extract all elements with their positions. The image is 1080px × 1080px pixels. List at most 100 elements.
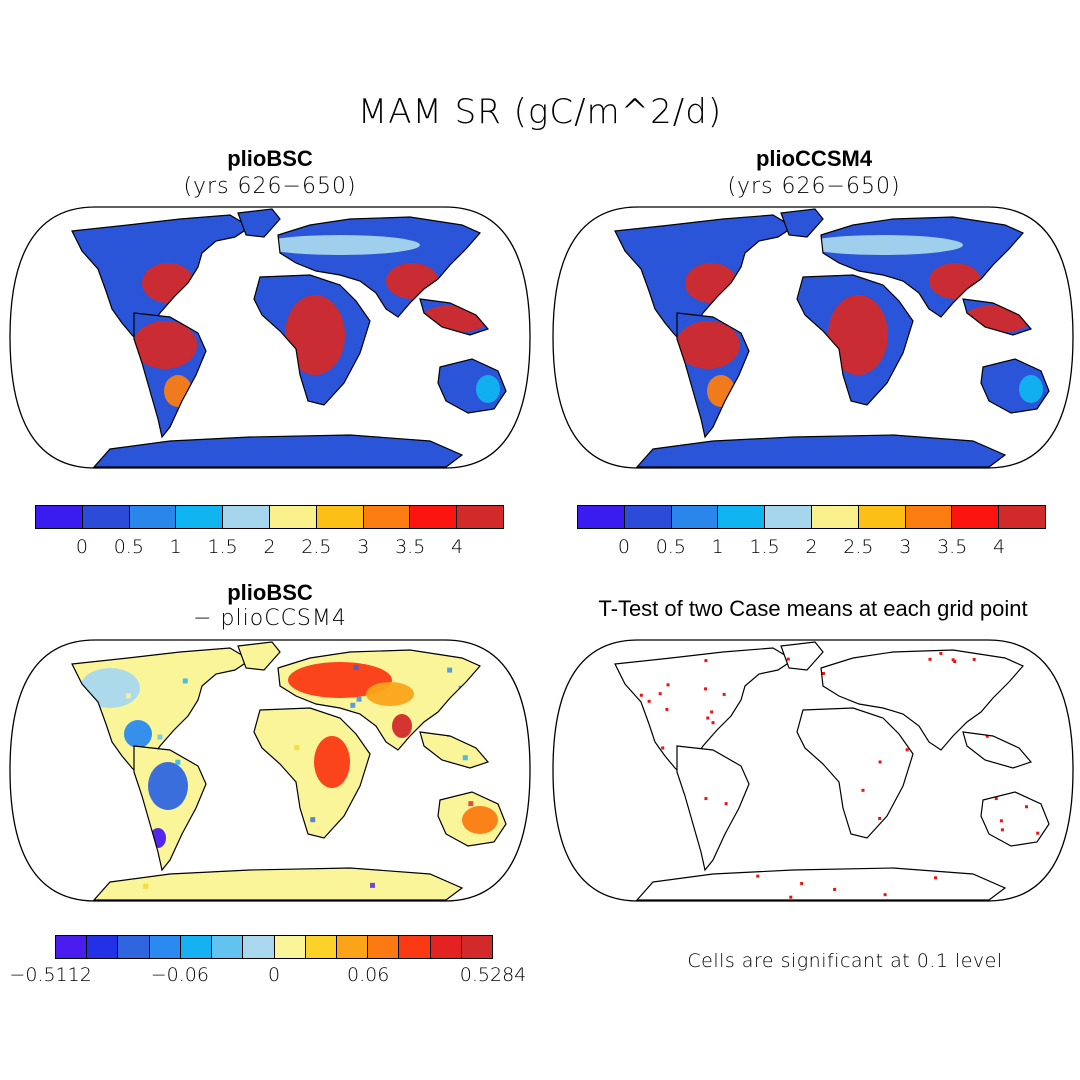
significant-cell bbox=[1073, 724, 1076, 727]
significant-cell bbox=[1053, 892, 1056, 895]
coastline bbox=[635, 867, 1007, 901]
grid-cell bbox=[462, 755, 468, 761]
significant-cell bbox=[1060, 873, 1063, 876]
significant-cell bbox=[878, 760, 882, 764]
continent-antarctica bbox=[94, 868, 462, 900]
continent-africa bbox=[797, 708, 913, 838]
value-region bbox=[366, 682, 414, 706]
significant-cell bbox=[1067, 882, 1070, 885]
significant-cell bbox=[756, 874, 760, 878]
continent-southeastAsia bbox=[420, 732, 488, 768]
colorbar-box-5 bbox=[269, 506, 317, 528]
significant-cell bbox=[1065, 851, 1068, 854]
colorbar-panel-3-labels: −0.5112 −0.06 0 0.06 0.5284 bbox=[9, 964, 526, 988]
significant-cell bbox=[1058, 662, 1061, 665]
grid-cell bbox=[350, 702, 356, 708]
colorbar-tick-label: 0.5 bbox=[113, 536, 144, 558]
colorbar-panel-1 bbox=[35, 505, 504, 529]
colorbar-box-8 bbox=[305, 936, 337, 958]
colorbar-tick-label: 1.5 bbox=[207, 536, 238, 558]
coastline bbox=[820, 216, 1024, 318]
significant-cell bbox=[704, 687, 708, 691]
coastline bbox=[92, 867, 464, 901]
significant-cell bbox=[1071, 691, 1074, 694]
map-panel-1 bbox=[9, 206, 531, 469]
coastline bbox=[820, 649, 1024, 751]
coastline bbox=[437, 791, 507, 847]
map-outline bbox=[9, 639, 531, 902]
colorbar-box-5 bbox=[811, 506, 859, 528]
grid-cell bbox=[505, 648, 510, 653]
value-region bbox=[314, 736, 350, 788]
coastline bbox=[71, 647, 252, 775]
significant-cell bbox=[1066, 687, 1069, 690]
grid-cell bbox=[509, 645, 514, 650]
grid-cell bbox=[16, 890, 21, 895]
significant-cell bbox=[1036, 831, 1040, 835]
coastline bbox=[796, 707, 914, 839]
grid-cell bbox=[50, 902, 55, 907]
colorbar-box-2 bbox=[129, 506, 177, 528]
colorbar-box-13 bbox=[461, 936, 493, 958]
continent-antarctica bbox=[637, 868, 1005, 900]
grid-cell bbox=[125, 693, 131, 699]
significant-cell bbox=[789, 895, 793, 899]
colorbar-tick-label: 2.5 bbox=[301, 536, 332, 558]
significant-cell bbox=[878, 816, 882, 820]
colorbar-tick-label: 2 bbox=[805, 536, 818, 558]
continent-australia bbox=[981, 792, 1049, 846]
significant-cell bbox=[556, 682, 559, 685]
colorbar-box-6 bbox=[858, 506, 906, 528]
colorbar-box-1 bbox=[87, 936, 119, 958]
coastline bbox=[277, 216, 481, 318]
map-land bbox=[10, 640, 532, 907]
colorbar-box-7 bbox=[274, 936, 306, 958]
grid-cell bbox=[527, 689, 532, 694]
colorbar-box-4 bbox=[180, 936, 213, 958]
significant-cell bbox=[711, 721, 715, 725]
significant-cell bbox=[994, 797, 998, 801]
map-land bbox=[553, 639, 1076, 901]
grid-cell bbox=[506, 657, 511, 662]
colorbar-tick-label: 0 bbox=[267, 964, 281, 986]
colorbar-box-7 bbox=[905, 506, 953, 528]
significant-cell bbox=[558, 845, 561, 848]
grid-cell bbox=[142, 800, 148, 806]
significant-cell bbox=[951, 658, 955, 662]
value-region bbox=[148, 762, 188, 810]
value-region bbox=[476, 375, 500, 403]
significant-cell bbox=[603, 639, 606, 642]
colorbar-box-6 bbox=[316, 506, 364, 528]
significant-cell bbox=[800, 881, 804, 885]
value-region bbox=[462, 806, 498, 834]
colorbar-tick-label: 1 bbox=[169, 536, 182, 558]
significant-cell bbox=[658, 692, 662, 696]
value-region bbox=[288, 662, 392, 698]
significant-cell bbox=[928, 657, 932, 661]
colorbar-tick-label: 1.5 bbox=[749, 536, 780, 558]
grid-cell bbox=[447, 667, 453, 673]
continent-northAmerica bbox=[615, 648, 793, 774]
significant-cell bbox=[953, 660, 957, 664]
grid-cell bbox=[294, 745, 300, 751]
grid-cell bbox=[318, 808, 324, 814]
value-region bbox=[124, 720, 152, 748]
colorbar-box-3 bbox=[718, 506, 766, 528]
significant-cell bbox=[647, 699, 651, 703]
value-region bbox=[677, 321, 740, 369]
grid-cell bbox=[30, 899, 35, 904]
continent-antarctica bbox=[94, 435, 462, 467]
value-region bbox=[392, 714, 412, 738]
colorbar-panel-3 bbox=[55, 935, 493, 959]
grid-cell bbox=[17, 892, 22, 897]
colorbar-box-2 bbox=[671, 506, 719, 528]
colorbar-box-0 bbox=[578, 506, 625, 528]
map-panel-4 bbox=[552, 639, 1076, 902]
significant-cell bbox=[1037, 639, 1040, 642]
colorbar-box-3 bbox=[176, 506, 224, 528]
significant-cell bbox=[1000, 828, 1004, 832]
grid-cell bbox=[157, 734, 163, 740]
grid-cell bbox=[521, 853, 526, 858]
significant-cell bbox=[861, 788, 865, 792]
map-outline bbox=[552, 639, 1074, 902]
